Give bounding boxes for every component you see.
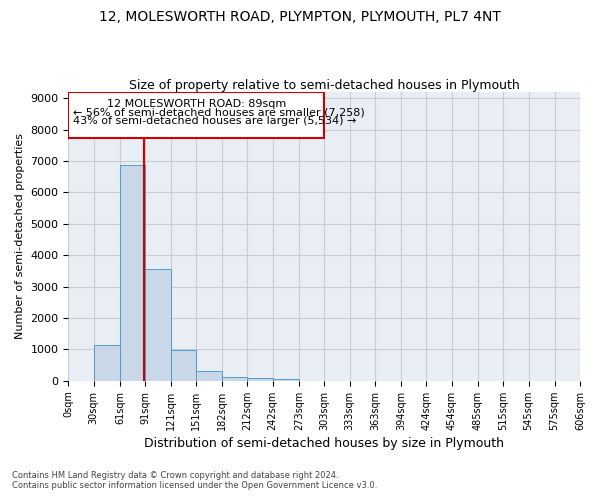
- FancyBboxPatch shape: [68, 92, 324, 138]
- Bar: [170, 350, 196, 381]
- Bar: [222, 377, 247, 381]
- Bar: [247, 378, 273, 381]
- Text: 43% of semi-detached houses are larger (5,534) →: 43% of semi-detached houses are larger (…: [73, 116, 356, 126]
- X-axis label: Distribution of semi-detached houses by size in Plymouth: Distribution of semi-detached houses by …: [144, 437, 504, 450]
- Bar: [94, 346, 120, 381]
- Bar: [120, 165, 145, 381]
- Text: ← 56% of semi-detached houses are smaller (7,258): ← 56% of semi-detached houses are smalle…: [73, 108, 364, 118]
- Bar: [273, 379, 299, 381]
- Text: 12 MOLESWORTH ROAD: 89sqm: 12 MOLESWORTH ROAD: 89sqm: [107, 99, 286, 109]
- Bar: [145, 269, 170, 381]
- Text: Contains HM Land Registry data © Crown copyright and database right 2024.
Contai: Contains HM Land Registry data © Crown c…: [12, 470, 377, 490]
- Bar: [196, 371, 222, 381]
- Y-axis label: Number of semi-detached properties: Number of semi-detached properties: [15, 134, 25, 340]
- Text: 12, MOLESWORTH ROAD, PLYMPTON, PLYMOUTH, PL7 4NT: 12, MOLESWORTH ROAD, PLYMPTON, PLYMOUTH,…: [99, 10, 501, 24]
- Title: Size of property relative to semi-detached houses in Plymouth: Size of property relative to semi-detach…: [129, 79, 520, 92]
